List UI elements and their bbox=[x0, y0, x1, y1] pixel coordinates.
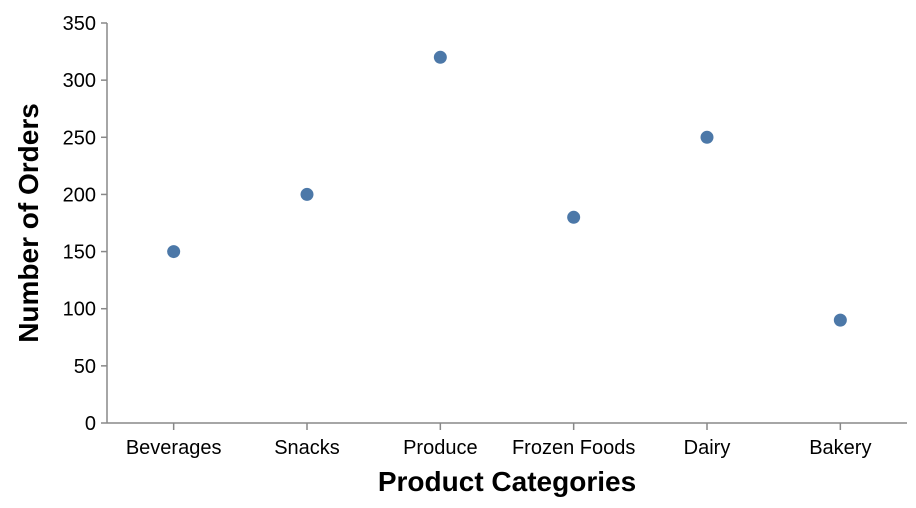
y-tick-label: 200 bbox=[63, 184, 96, 206]
data-point[interactable] bbox=[700, 130, 714, 144]
y-tick-label: 50 bbox=[74, 356, 96, 378]
y-tick-label: 150 bbox=[63, 242, 96, 264]
y-tick-label: 300 bbox=[63, 70, 96, 92]
x-tick-label: Bakery bbox=[809, 437, 871, 459]
x-tick-label: Dairy bbox=[684, 437, 731, 459]
x-axis: Beverages Snacks Produce Frozen Foods Dairy B… bbox=[107, 422, 907, 459]
data-point[interactable] bbox=[567, 210, 581, 224]
y-tick-label: 100 bbox=[63, 299, 96, 321]
data-point[interactable] bbox=[300, 187, 314, 201]
x-axis-title: Product Categories bbox=[378, 466, 636, 497]
y-tick-label: 0 bbox=[85, 413, 96, 435]
y-tick-label: 350 bbox=[63, 13, 96, 35]
x-tick-label: Produce bbox=[403, 437, 478, 459]
data-point[interactable] bbox=[167, 245, 181, 259]
data-point[interactable] bbox=[433, 50, 447, 64]
x-tick-label: Snacks bbox=[274, 437, 340, 459]
data-point[interactable] bbox=[833, 313, 847, 327]
y-tick-label: 250 bbox=[63, 127, 96, 149]
x-tick-label: Frozen Foods bbox=[512, 437, 635, 459]
x-tick-label: Beverages bbox=[126, 437, 222, 459]
y-axis-title: Number of Orders bbox=[13, 103, 44, 343]
y-axis: 0 50 100 150 200 250 300 350 bbox=[63, 13, 108, 435]
data-points bbox=[167, 50, 847, 327]
